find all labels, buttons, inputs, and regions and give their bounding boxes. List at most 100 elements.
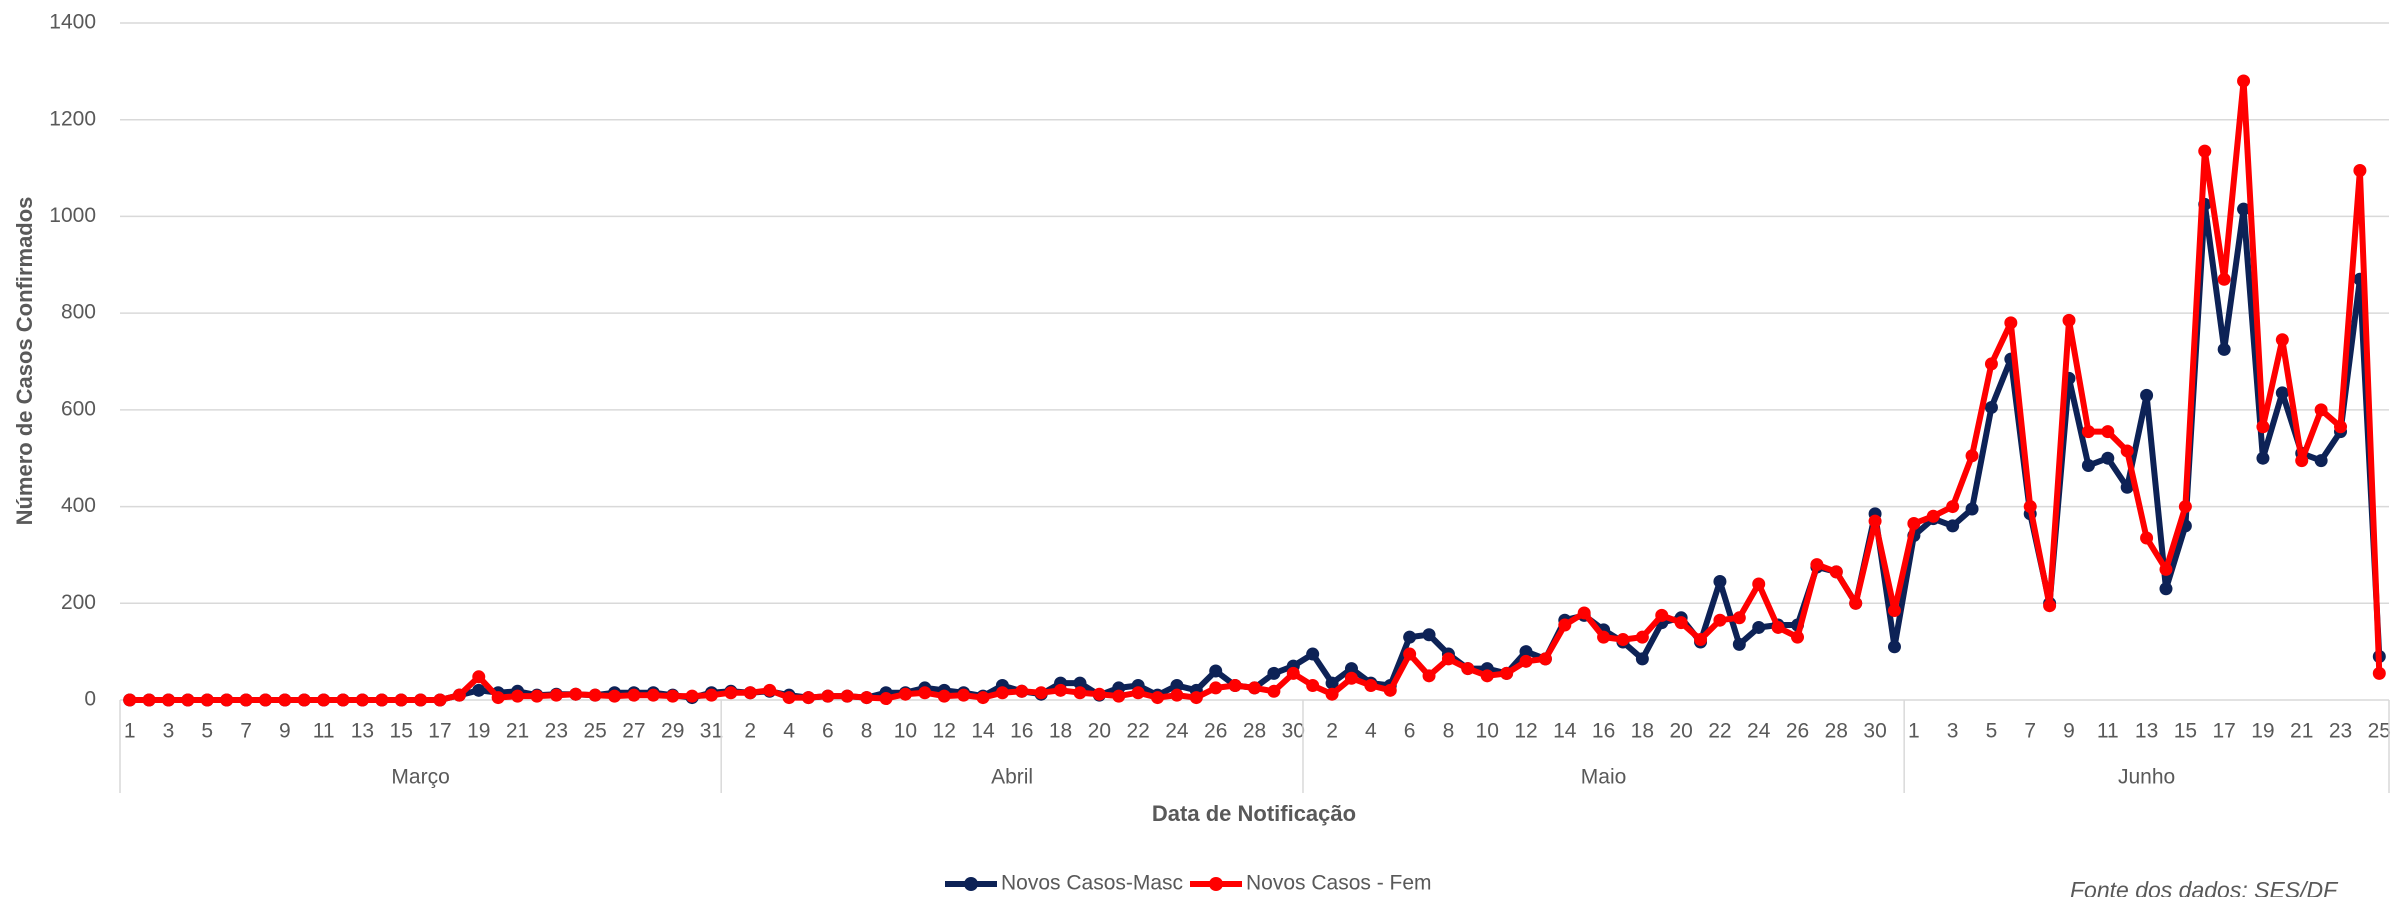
point xyxy=(1674,616,1688,630)
point xyxy=(1519,654,1533,668)
group-label: Junho xyxy=(2118,766,2175,789)
x-tick-label: 6 xyxy=(822,720,834,743)
point xyxy=(2275,386,2289,400)
point xyxy=(472,683,486,697)
x-tick-label: 5 xyxy=(1986,720,1998,743)
point xyxy=(898,687,912,701)
point xyxy=(1441,652,1455,666)
point xyxy=(394,693,408,707)
point xyxy=(1771,620,1785,634)
x-tick-label: 14 xyxy=(1553,720,1577,743)
x-tick-label: 30 xyxy=(1863,720,1886,743)
x-tick-label: 15 xyxy=(390,720,413,743)
x-tick-label: 22 xyxy=(1708,720,1731,743)
x-tick-label: 3 xyxy=(1947,720,1959,743)
x-tick-label: 23 xyxy=(545,720,568,743)
point xyxy=(2334,420,2348,434)
point xyxy=(1248,681,1261,695)
point xyxy=(840,689,854,703)
point xyxy=(627,688,641,702)
x-tick-label: 13 xyxy=(351,720,374,743)
point xyxy=(1228,678,1242,692)
point xyxy=(1965,449,1979,463)
point xyxy=(918,686,932,700)
point xyxy=(1965,502,1979,516)
x-tick-label: 11 xyxy=(2097,720,2119,743)
point xyxy=(1887,604,1901,618)
point xyxy=(1635,652,1649,666)
point xyxy=(1403,630,1417,644)
point xyxy=(821,689,835,703)
x-tick-label: 5 xyxy=(201,720,213,743)
x-tick-label: 27 xyxy=(622,720,645,743)
x-tick-label: 17 xyxy=(428,720,451,743)
point xyxy=(2217,342,2231,356)
point xyxy=(2159,582,2173,596)
point xyxy=(491,691,505,705)
y-tick-label: 1200 xyxy=(49,107,96,130)
point xyxy=(161,693,175,707)
x-tick-label: 9 xyxy=(279,720,291,743)
point xyxy=(1209,664,1223,678)
point xyxy=(2023,500,2037,514)
point xyxy=(1519,645,1533,659)
point xyxy=(860,691,874,705)
point xyxy=(588,688,602,702)
x-tick-label: 19 xyxy=(2251,720,2274,743)
point xyxy=(1286,666,1300,680)
point xyxy=(258,693,272,707)
point xyxy=(2256,420,2270,434)
x-tick-label: 16 xyxy=(1592,720,1615,743)
point xyxy=(123,693,137,707)
y-tick-label: 800 xyxy=(61,301,96,324)
point xyxy=(976,691,990,705)
series-line xyxy=(129,201,2383,703)
point xyxy=(1422,628,1436,642)
point xyxy=(2295,454,2309,468)
point xyxy=(782,691,796,705)
point xyxy=(1422,669,1436,683)
series-line xyxy=(129,78,2383,703)
point xyxy=(1364,678,1378,692)
x-tick-label: 14 xyxy=(971,720,995,743)
point xyxy=(2275,333,2289,347)
point xyxy=(1015,684,1029,698)
x-tick-label: 20 xyxy=(1669,720,1692,743)
point xyxy=(239,693,253,707)
x-tick-label: 23 xyxy=(2329,720,2352,743)
point xyxy=(2081,425,2095,439)
point xyxy=(530,689,544,703)
point xyxy=(200,693,214,707)
x-tick-label: 26 xyxy=(1786,720,1809,743)
y-tick-label: 0 xyxy=(84,688,96,711)
y-tick-label: 600 xyxy=(61,397,96,420)
point xyxy=(1461,662,1475,676)
x-tick-label: 12 xyxy=(1514,720,1537,743)
x-tick-label: 24 xyxy=(1165,720,1189,743)
point xyxy=(2198,144,2212,158)
point xyxy=(704,688,718,702)
point xyxy=(1849,596,1863,610)
point xyxy=(1034,686,1048,700)
point xyxy=(743,686,757,700)
point xyxy=(763,683,777,697)
x-tick-label: 22 xyxy=(1126,720,1149,743)
x-tick-label: 15 xyxy=(2174,720,2197,743)
point xyxy=(1306,647,1320,661)
point xyxy=(879,692,893,706)
point xyxy=(937,689,951,703)
x-tick-label: 31 xyxy=(700,720,723,743)
point xyxy=(1577,606,1591,620)
point xyxy=(1325,676,1339,690)
point xyxy=(2217,272,2231,286)
point xyxy=(1403,647,1417,661)
x-tick-label: 3 xyxy=(163,720,175,743)
point xyxy=(2062,313,2076,327)
x-tick-label: 10 xyxy=(894,720,917,743)
point xyxy=(549,688,563,702)
point xyxy=(1267,666,1281,680)
x-tick-label: 1 xyxy=(124,720,136,743)
point xyxy=(1267,684,1281,698)
point xyxy=(1306,678,1320,692)
